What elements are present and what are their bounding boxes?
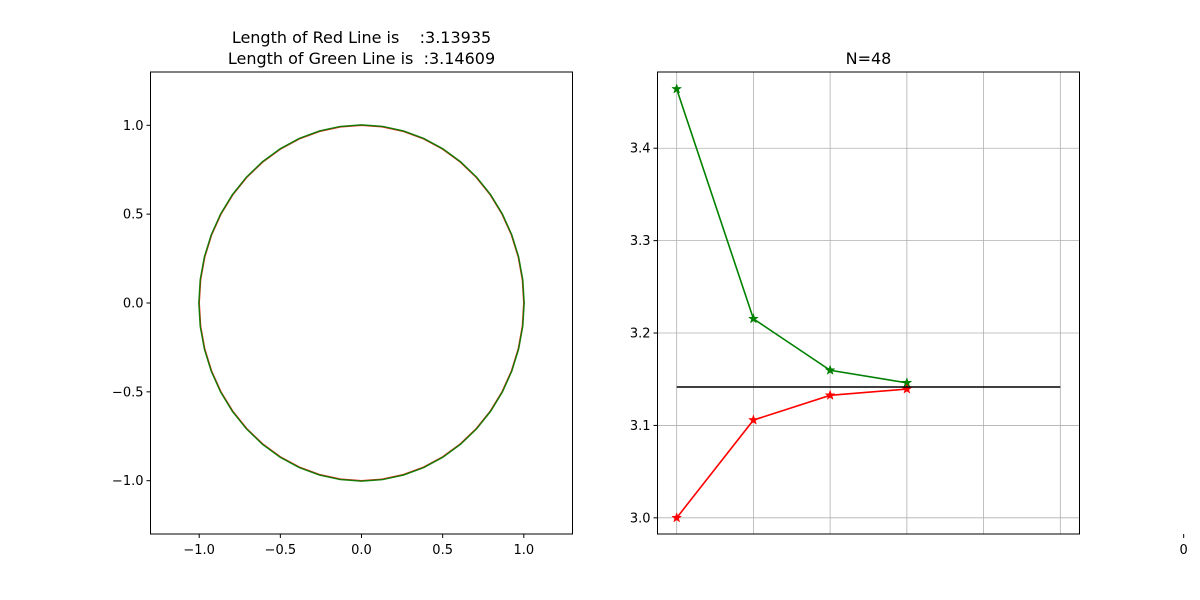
red-star-marker — [671, 512, 683, 523]
y-tick-label: 3.3 — [630, 234, 651, 249]
x-tick-label: 0.5 — [432, 543, 453, 558]
convergence-chart: N=48 0123453.03.13.23.33.4 — [630, 49, 1188, 558]
x-tick-label: 0.0 — [351, 543, 372, 558]
y-tick-label: 3.4 — [630, 142, 651, 157]
green-star-marker — [671, 83, 683, 94]
axis-ticks: 0123453.03.13.23.33.4 — [630, 142, 1188, 558]
axes-frame — [150, 71, 573, 535]
red-star-marker — [824, 389, 836, 400]
y-tick-label: −0.5 — [112, 385, 144, 400]
axis-ticks: −1.0 −0.5 0.0 0.5 1.0 −1.0 −0.5 0.0 0.5 1.0 — [112, 119, 534, 558]
green-polygon-line — [198, 124, 525, 482]
red-star-marker — [747, 414, 759, 425]
polygon-chart: Length of Red Line is :3.13935 Length of… — [112, 28, 573, 558]
chart-title-line-1: Length of Red Line is :3.13935 — [232, 28, 491, 47]
y-tick-label: 3.0 — [630, 511, 651, 526]
grid-lines — [657, 72, 1080, 534]
chart-title-line-2: Length of Green Line is :3.14609 — [228, 49, 495, 68]
axes-frame — [657, 71, 1080, 535]
green-star-marker — [747, 313, 759, 324]
plot-series — [671, 83, 1061, 523]
y-tick-label: 3.2 — [630, 327, 651, 342]
red-series — [676, 388, 907, 519]
green-series — [675, 88, 907, 384]
green-star-marker — [824, 364, 836, 375]
x-tick-label: −0.5 — [265, 543, 297, 558]
x-tick-label: −1.0 — [183, 543, 215, 558]
chart-title: N=48 — [846, 49, 892, 68]
x-tick-label: 1.0 — [513, 543, 534, 558]
plot-series — [198, 124, 525, 482]
y-tick-label: 0.0 — [123, 297, 144, 312]
y-tick-label: −1.0 — [112, 474, 144, 489]
x-tick-label: 0 — [1180, 543, 1188, 558]
y-tick-label: 0.5 — [123, 208, 144, 223]
y-tick-label: 1.0 — [123, 119, 144, 134]
y-tick-label: 3.1 — [630, 419, 651, 434]
